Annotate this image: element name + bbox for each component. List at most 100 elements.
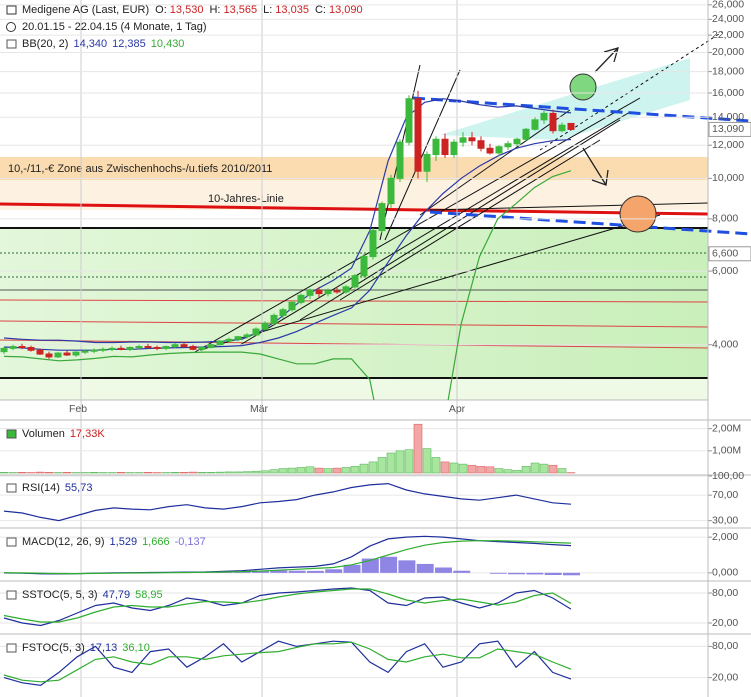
plot: [0, 90, 575, 400]
histogram-bar: [252, 571, 270, 573]
volume-bar: [314, 467, 324, 474]
volume-bar: [296, 467, 306, 474]
volume-bar: [368, 461, 378, 474]
candle-body: [216, 340, 224, 346]
y-tick-label: 14,000: [712, 111, 744, 123]
channel: [440, 58, 690, 140]
legend-value: 47,79: [103, 589, 131, 601]
candle-body: [63, 352, 71, 356]
volume-bar: [395, 450, 405, 474]
volume-bar: [386, 452, 396, 474]
volume-bar: [449, 462, 459, 474]
volume-bar: [476, 466, 486, 474]
ohlc-label: O:: [155, 4, 167, 16]
indicator-line: [3, 482, 572, 522]
indicator-line: [3, 588, 572, 623]
bollinger-line: [3, 170, 572, 400]
legend-value: 17,33K: [70, 428, 106, 440]
legend-icon: [6, 537, 17, 547]
candle-body: [423, 154, 431, 172]
volume-bar: [206, 472, 216, 474]
volume-bar: [233, 471, 243, 474]
price-tag-label: 6,600: [712, 248, 738, 260]
x-tick-label: Mär: [250, 403, 269, 415]
histogram-bar: [563, 572, 580, 576]
volume-bar: [521, 466, 531, 474]
volume-bar: [62, 472, 72, 474]
ohlc-label: C:: [315, 4, 326, 16]
candle-body: [135, 346, 143, 349]
candle-body: [504, 143, 512, 148]
volume-bar: [359, 463, 369, 474]
candle-body: [495, 146, 503, 154]
dotted-trend: [539, 31, 723, 151]
volume-bar: [350, 466, 360, 474]
histogram-bar: [361, 558, 379, 573]
volume-bar: [422, 448, 432, 474]
candle-body: [36, 349, 44, 355]
candle-body: [9, 346, 17, 349]
volume-bar: [557, 468, 567, 474]
candle-body: [333, 290, 341, 293]
dashed-line: [412, 96, 751, 123]
zone-label: 10,-/11,-€ Zone aus Zwischenhochs-/u.tie…: [8, 163, 272, 175]
y-tick-label: 20,00: [712, 671, 738, 683]
candle-body: [369, 230, 377, 258]
volume-bar: [404, 449, 414, 474]
ohlc-label: L:: [263, 4, 272, 16]
y-tick-label: 6,000: [712, 265, 738, 277]
legend-value: 1,529: [110, 536, 138, 548]
candle-body: [117, 347, 125, 350]
legend-value: 58,95: [135, 589, 163, 601]
volume-bar: [116, 472, 126, 474]
level-line: [0, 339, 709, 349]
candle-body: [252, 328, 260, 336]
bollinger-line: [3, 98, 572, 344]
period: 20.01.15 - 22.04.15 (4 Monate, 1 Tag): [22, 21, 206, 33]
legend: SSTOC(5, 5, 3) 47,79 58,95: [22, 589, 163, 601]
volume-bar: [17, 472, 27, 474]
candle-body: [270, 314, 278, 324]
candle-body: [153, 346, 161, 349]
indicator-line: [3, 640, 572, 687]
y-tick-label: 22,000: [712, 29, 744, 41]
candle-body: [486, 147, 494, 154]
candle-body: [99, 348, 107, 351]
y-tick-label: 26,000: [712, 0, 744, 11]
candle-body: [225, 338, 233, 342]
candle-body: [288, 301, 296, 311]
ohlc-label: H:: [209, 4, 220, 16]
volume-bar: [305, 466, 315, 474]
legend-value: 10,430: [151, 38, 185, 50]
histogram-bar: [288, 570, 306, 573]
ohlc-value: 13,530: [170, 4, 204, 16]
legend: FSTOC(5, 3) 17,13 36,10: [22, 642, 150, 654]
volume-bar: [188, 471, 198, 474]
clock-icon: [6, 22, 16, 32]
volume-bar: [215, 471, 225, 474]
level-line: [0, 299, 709, 303]
candle-body: [351, 275, 359, 288]
legend-label: BB(20, 2): [22, 38, 68, 50]
volume-bar: [197, 472, 207, 474]
candle-body: [558, 124, 566, 132]
legend: Volumen 17,33K: [22, 428, 105, 440]
legend-value: 12,385: [112, 38, 146, 50]
legend-icon: [6, 643, 17, 653]
marker-circle: [569, 73, 597, 101]
candle-body: [72, 351, 80, 356]
y-tick-label: 0,000: [712, 567, 738, 579]
candle-body: [279, 309, 287, 316]
candle-body: [477, 140, 485, 149]
volume-bar: [341, 467, 351, 474]
legend-icon: [6, 590, 17, 600]
candle-body: [540, 112, 548, 121]
legend-icon: [6, 429, 17, 439]
volume-bar: [278, 468, 288, 474]
volume-bar: [548, 464, 558, 474]
legend: MACD(12, 26, 9) 1,529 1,666 -0,137: [22, 536, 206, 548]
volume-bar: [512, 470, 522, 474]
candle-body: [513, 138, 521, 145]
candle-body: [261, 322, 269, 330]
